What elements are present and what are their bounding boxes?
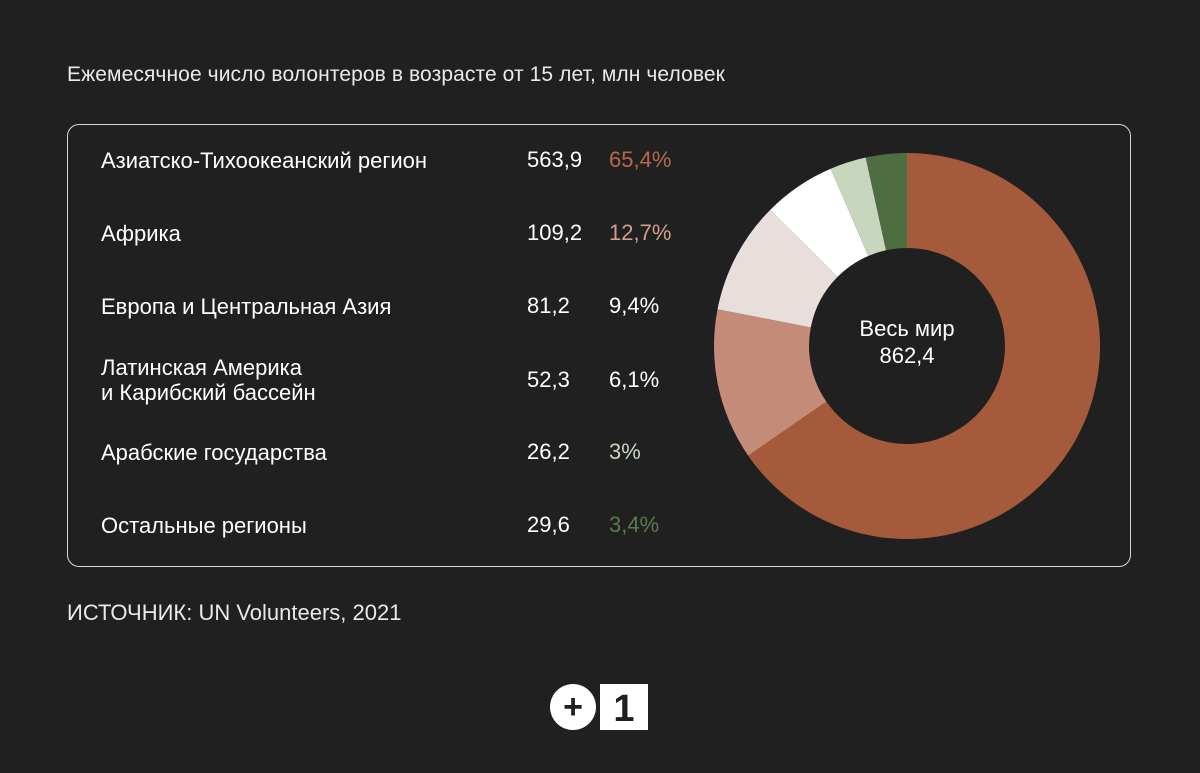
donut-slices xyxy=(713,153,1100,539)
region-label-line1: Латинская Америка xyxy=(101,355,302,380)
region-label: Латинская Америка и Карибский бассейн xyxy=(101,355,527,405)
region-label: Азиатско-Тихоокеанский регион xyxy=(101,148,527,173)
region-label: Европа и Центральная Азия xyxy=(101,294,527,319)
donut-slice-arab-states xyxy=(830,157,887,256)
source-note: ИСТОЧНИК: UN Volunteers, 2021 xyxy=(67,600,402,625)
region-share: 3% xyxy=(609,439,641,464)
donut-slice-other-regions xyxy=(865,153,907,251)
donut-slice-asia-pacific xyxy=(748,153,1100,539)
region-share: 12,7% xyxy=(609,220,672,245)
donut-slice-europe-central-asia xyxy=(717,209,838,328)
plus-one-logo: + 1 xyxy=(550,684,648,730)
chart-panel: Азиатско-Тихоокеанский регион 563,9 65,4… xyxy=(67,124,1131,567)
region-label-line1: Арабские государства xyxy=(101,439,327,465)
region-value: 52,3 xyxy=(527,367,570,392)
legend-row-arab-states: Арабские государства 26,2 3% xyxy=(101,439,721,465)
region-label-line1: Европа и Центральная Азия xyxy=(101,293,392,319)
region-share: 3,4% xyxy=(609,512,660,537)
region-label-line1: Африка xyxy=(101,220,181,246)
region-label: Остальные регионы xyxy=(101,513,527,538)
legend-row-asia-pacific: Азиатско-Тихоокеанский регион 563,9 65,4… xyxy=(101,147,721,173)
region-value: 29,6 xyxy=(527,512,570,537)
region-label-line2: и Карибский бассейн xyxy=(101,380,316,405)
donut-slice-africa xyxy=(713,309,827,456)
region-value: 109,2 xyxy=(527,220,583,245)
legend-row-africa: Африка 109,2 12,7% xyxy=(101,220,721,246)
region-share: 65,4% xyxy=(609,147,672,172)
region-value: 26,2 xyxy=(527,439,570,464)
chart-subtitle: Ежемесячное число волонтеров в возрасте … xyxy=(67,63,725,86)
region-label: Арабские государства xyxy=(101,440,527,465)
region-value: 81,2 xyxy=(527,293,570,318)
region-share: 9,4% xyxy=(609,293,660,318)
legend-row-latin-america: Латинская Америка и Карибский бассейн 52… xyxy=(101,355,721,405)
region-label-line1: Азиатско-Тихоокеанский регион xyxy=(101,147,428,173)
region-label-line1: Остальные регионы xyxy=(101,512,307,538)
region-value: 563,9 xyxy=(527,147,583,172)
donut-chart: Весь мир 862,4 xyxy=(713,153,1100,539)
donut-center-label: Весь мир xyxy=(859,316,954,341)
logo-one: 1 xyxy=(613,688,634,730)
donut-center-total: 862,4 xyxy=(879,343,934,368)
region-share: 6,1% xyxy=(609,367,660,392)
donut-slice-latin-america xyxy=(770,168,869,277)
logo-plus: + xyxy=(563,688,583,726)
legend-row-other-regions: Остальные регионы 29,6 3,4% xyxy=(101,512,721,538)
legend-row-europe-central-asia: Европа и Центральная Азия 81,2 9,4% xyxy=(101,293,721,319)
region-label: Африка xyxy=(101,221,527,246)
